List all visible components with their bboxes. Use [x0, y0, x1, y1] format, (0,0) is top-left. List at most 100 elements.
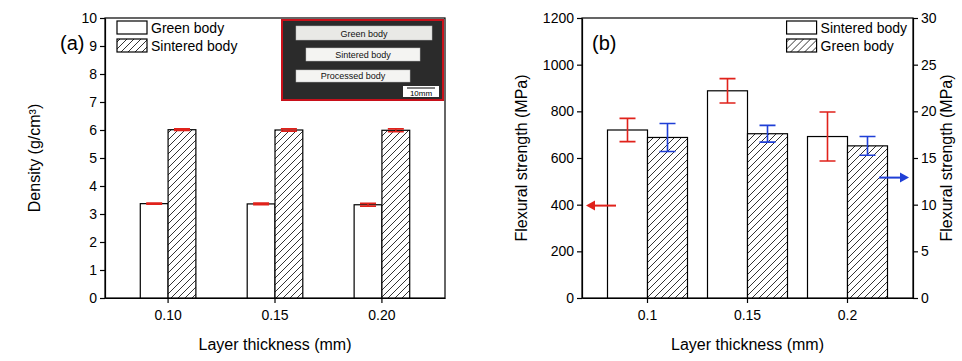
- tick: 0.2: [838, 298, 858, 323]
- plot-area: [608, 79, 888, 298]
- legend-item: Sintered body: [117, 38, 237, 54]
- tick-label: 3: [89, 206, 97, 222]
- bar: [608, 130, 648, 298]
- bar: [648, 137, 688, 298]
- tick-label: 400: [551, 197, 575, 213]
- panel: 0.100.150.20012345678910(a)Layer thickne…: [26, 10, 446, 353]
- bar: [168, 130, 196, 298]
- axis-arrow: [586, 201, 616, 211]
- error-bar: [760, 125, 776, 142]
- inset-label: Green body: [340, 29, 388, 39]
- tick: 0.10: [154, 298, 181, 323]
- plot-frame: [582, 18, 913, 298]
- tick: 0: [89, 290, 105, 306]
- tick-label: 0.10: [154, 307, 181, 323]
- scale-box: [403, 86, 439, 97]
- error-bar: [720, 79, 736, 103]
- tick-label: 6: [89, 122, 97, 138]
- tick-label: 10: [921, 197, 937, 213]
- tick-mark: [913, 205, 918, 206]
- legend-label: Green body: [151, 20, 224, 36]
- arrow-shaft: [592, 205, 616, 207]
- x-axis: 0.100.150.20: [106, 298, 446, 323]
- bar: [354, 205, 382, 298]
- tick-label: 7: [89, 94, 97, 110]
- error-bars: [174, 129, 404, 132]
- tick: 25: [913, 57, 937, 73]
- tick: 1000: [543, 57, 582, 73]
- error-bar: [174, 129, 190, 131]
- tick: 400: [551, 197, 582, 213]
- bar: [275, 130, 303, 298]
- tick-mark: [577, 111, 582, 112]
- legend-item: Green body: [117, 20, 224, 36]
- y-axis-title: Flexural strength (MPa): [513, 74, 530, 241]
- tick-label: 0: [921, 290, 929, 306]
- legend: Green body Sintered body: [117, 20, 237, 54]
- x-axis-title: Layer thickness (mm): [671, 336, 824, 353]
- scale-label: 10mm: [410, 89, 433, 98]
- tick-mark: [577, 251, 582, 252]
- tick-mark: [100, 102, 105, 103]
- tick-label: 1000: [543, 57, 574, 73]
- tick: 1: [89, 262, 105, 278]
- bar: [748, 134, 788, 298]
- tick: 5: [89, 150, 105, 166]
- legend-swatch: [787, 21, 817, 34]
- tick: 10: [81, 10, 105, 26]
- tick-mark: [647, 298, 648, 303]
- legend-label: Sintered body: [821, 20, 907, 36]
- inset-label: Sintered body: [335, 50, 391, 60]
- tick: 20: [913, 103, 937, 119]
- tick-mark: [577, 158, 582, 159]
- axis-line: [582, 19, 583, 299]
- bar: [382, 130, 410, 298]
- tick-label: 15: [921, 150, 937, 166]
- tick: 9: [89, 38, 105, 54]
- tick-mark: [577, 298, 582, 299]
- tick: 0: [566, 290, 582, 306]
- tick-mark: [100, 298, 105, 299]
- legend-swatch: [117, 21, 147, 34]
- inset-sample: [296, 26, 432, 40]
- tick: 3: [89, 206, 105, 222]
- inset: Green body Sintered body Processed body 10m…: [282, 20, 443, 100]
- tick-mark: [100, 186, 105, 187]
- inset-sample: [306, 48, 420, 61]
- figure: 0.100.150.20012345678910(a)Layer thickne…: [0, 0, 962, 361]
- tick-mark: [577, 65, 582, 66]
- inset-label: Processed body: [321, 71, 386, 81]
- legend-label: Sintered body: [151, 38, 237, 54]
- tick: 6: [89, 122, 105, 138]
- tick-label: 800: [551, 103, 575, 119]
- y-axis: 020040060080010001200: [543, 10, 583, 306]
- tick: 5: [913, 243, 929, 259]
- tick-mark: [100, 74, 105, 75]
- tick-label: 0.15: [734, 307, 761, 323]
- tick-mark: [913, 298, 918, 299]
- tick-mark: [167, 298, 168, 303]
- error-bar: [660, 123, 676, 151]
- arrow-shaft: [879, 177, 903, 179]
- tick: 7: [89, 94, 105, 110]
- tick-label: 4: [89, 178, 97, 194]
- panel-title: (a): [60, 32, 84, 54]
- tick: 600: [551, 150, 582, 166]
- legend: Sintered body Green body: [787, 20, 907, 54]
- y-axis-title: Density (g/cm³): [26, 104, 43, 212]
- tick-mark: [577, 205, 582, 206]
- tick-label: 0: [566, 290, 574, 306]
- tick-mark: [913, 65, 918, 66]
- plot-frame: [105, 18, 445, 298]
- tick: 0.1: [638, 298, 658, 323]
- error-bar: [281, 129, 297, 131]
- error-bar: [146, 203, 162, 204]
- error-bar: [388, 129, 404, 132]
- legend-label: Green body: [821, 38, 894, 54]
- bar: [708, 91, 748, 298]
- series: [608, 91, 848, 298]
- tick-label: 0.1: [638, 307, 658, 323]
- bar: [247, 204, 275, 298]
- tick: 800: [551, 103, 582, 119]
- bar: [140, 204, 168, 298]
